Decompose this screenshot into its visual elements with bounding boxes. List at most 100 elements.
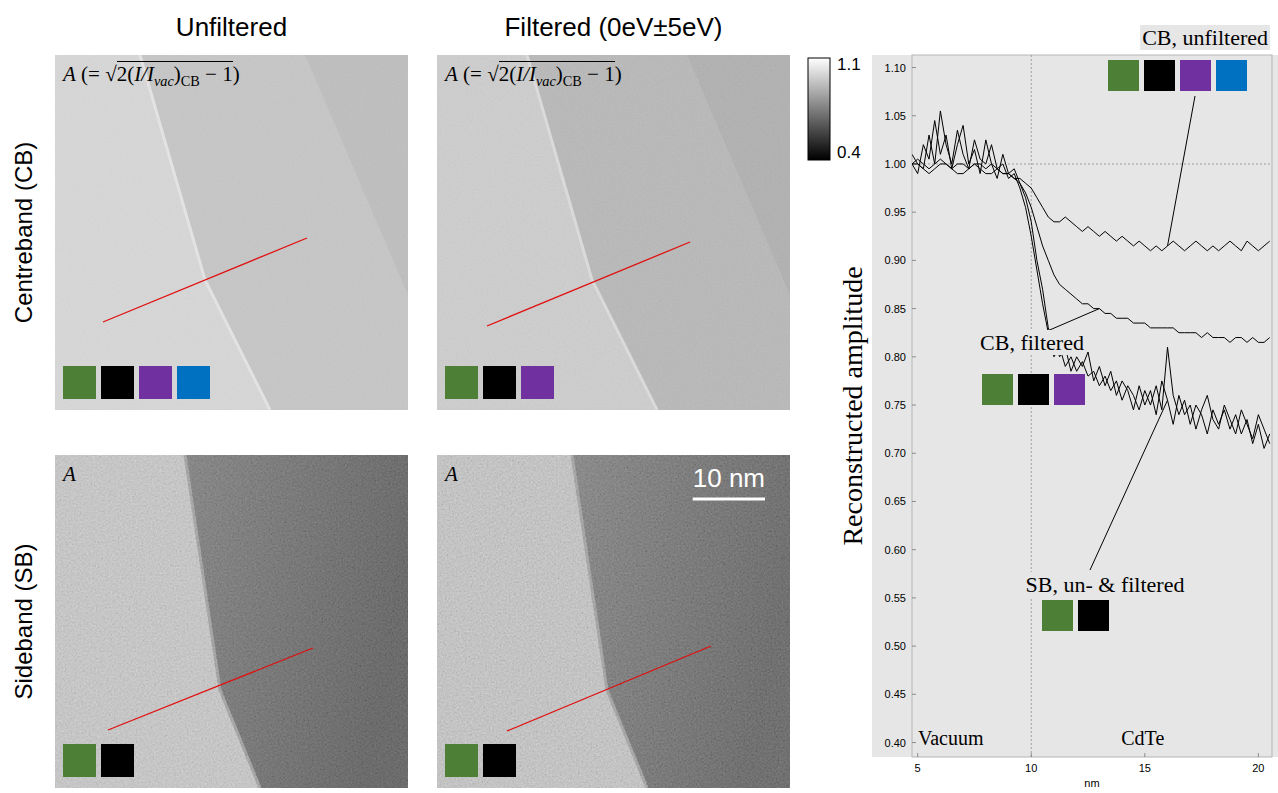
- label-part: A: [63, 62, 76, 86]
- x-tick: [1258, 753, 1259, 757]
- label-part: 2(: [117, 62, 135, 86]
- label-part: − 1: [582, 62, 615, 86]
- y-tick-label: 0.65: [885, 495, 906, 507]
- leader-line: [1090, 400, 1168, 570]
- label-part: vac: [536, 73, 556, 89]
- label-patch: [1024, 572, 1187, 597]
- figure: 10 nm Unfiltered Filtered (0eV±5eV) Centreb…: [0, 0, 1278, 793]
- row-title: Centreband (CB): [10, 142, 37, 323]
- y-tick: [912, 67, 916, 68]
- series-line: [912, 121, 1270, 444]
- label-part: I/I: [516, 62, 536, 86]
- scale-bar-label: 10 nm: [693, 463, 765, 493]
- label-part: − 1: [200, 62, 233, 86]
- swatch: [63, 744, 96, 777]
- series-line: [912, 164, 1270, 251]
- label-part: √: [487, 62, 499, 86]
- swatch: [1042, 600, 1073, 631]
- x-tick: [1031, 753, 1032, 757]
- y-tick-label: 0.75: [885, 399, 906, 411]
- y-tick-label: 0.50: [885, 640, 906, 652]
- y-tick-label: 0.45: [885, 688, 906, 700]
- label-patch: [978, 330, 1086, 355]
- column-title: Unfiltered: [176, 12, 287, 42]
- swatch: [982, 374, 1013, 405]
- column-title: Filtered (0eV±5eV): [504, 12, 722, 42]
- swatch: [483, 366, 516, 399]
- swatch: [1180, 60, 1211, 91]
- reference-line: [1031, 55, 1032, 757]
- image-noise: [437, 455, 790, 788]
- label-part: ): [556, 62, 563, 86]
- swatch: [1108, 60, 1139, 91]
- y-tick-label: 0.80: [885, 351, 906, 363]
- label-part: A: [445, 462, 458, 486]
- y-tick-label: 1.10: [885, 62, 906, 74]
- annotation: SB, un- & filtered: [1026, 572, 1185, 597]
- vacuum-region: [55, 455, 408, 788]
- y-tick: [912, 549, 916, 550]
- chart-background: [872, 55, 1278, 757]
- swatch: [1078, 600, 1109, 631]
- label-part: CB: [563, 73, 582, 89]
- y-tick-label: 0.70: [885, 447, 906, 459]
- y-tick: [912, 115, 916, 116]
- profile-line: [507, 646, 711, 731]
- annotation: CB, filtered: [980, 330, 1084, 355]
- reference-line: [912, 163, 1272, 164]
- panel-label: A: [445, 461, 458, 488]
- leader-line: [1045, 309, 1099, 332]
- region-label: CdTe: [1121, 727, 1164, 749]
- x-tick-label: 5: [915, 762, 921, 774]
- plot-frame: [912, 55, 1272, 757]
- image-panel: [437, 455, 790, 788]
- label-part: vac: [154, 73, 174, 89]
- y-tick: [912, 356, 916, 357]
- y-tick: [912, 308, 916, 309]
- label-part: (=: [458, 62, 487, 86]
- y-tick-label: 0.90: [885, 254, 906, 266]
- label-part: ): [615, 62, 622, 86]
- y-tick-label: 1.00: [885, 158, 906, 170]
- label-part: CB: [181, 73, 200, 89]
- label-patch: [1140, 25, 1270, 50]
- label-part: A: [63, 462, 76, 486]
- y-tick-label: 0.95: [885, 206, 906, 218]
- y-tick: [912, 597, 916, 598]
- image-panel: [55, 455, 408, 788]
- label-part: (=: [76, 62, 105, 86]
- swatch: [521, 366, 554, 399]
- image-noise: [437, 55, 790, 410]
- series-line: [912, 111, 1270, 449]
- region-label: Vacuum: [918, 727, 984, 749]
- swatch: [139, 366, 172, 399]
- series-line: [912, 159, 1270, 342]
- y-tick-label: 0.60: [885, 544, 906, 556]
- x-tick-label: 10: [1025, 762, 1037, 774]
- swatch: [1018, 374, 1049, 405]
- colorbar: [808, 58, 830, 160]
- label-part: A: [445, 62, 458, 86]
- swatch: [63, 366, 96, 399]
- label-part: √: [105, 62, 117, 86]
- y-tick-label: 0.85: [885, 303, 906, 315]
- colorbar-tick-label: 0.4: [837, 143, 861, 162]
- panel-label: A (= √2(I/Ivac)CB − 1): [445, 61, 622, 91]
- panel-label: A (= √2(I/Ivac)CB − 1): [63, 61, 240, 91]
- scale-bar: [693, 498, 765, 501]
- figure-canvas: 10 nm Unfiltered Filtered (0eV±5eV) Centreb…: [0, 0, 1278, 793]
- swatch: [1144, 60, 1175, 91]
- x-axis-title: nm: [1084, 777, 1099, 789]
- profile-line: [108, 648, 313, 730]
- label-part: 2(: [499, 62, 517, 86]
- y-tick: [912, 405, 916, 406]
- leader-line: [1168, 96, 1195, 246]
- y-tick: [912, 501, 916, 502]
- swatch: [101, 366, 134, 399]
- y-tick-label: 0.40: [885, 737, 906, 749]
- swatch: [483, 744, 516, 777]
- x-tick: [1144, 753, 1145, 757]
- colorbar-tick-label: 1.1: [837, 55, 861, 74]
- y-tick: [912, 742, 916, 743]
- swatch: [1216, 60, 1247, 91]
